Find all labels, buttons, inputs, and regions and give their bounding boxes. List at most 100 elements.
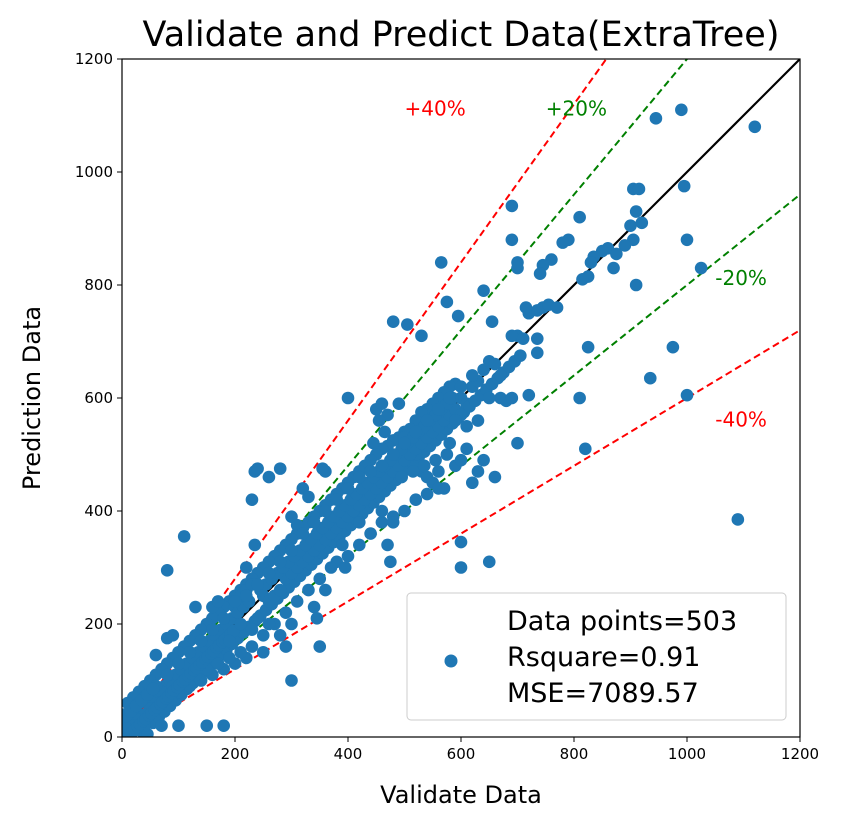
data-point — [454, 561, 468, 574]
x-tick-label: 0 — [117, 745, 127, 763]
data-point — [228, 595, 242, 608]
data-point — [677, 179, 691, 193]
data-point — [341, 482, 355, 495]
x-tick-label: 600 — [447, 745, 476, 763]
data-point — [285, 674, 298, 687]
x-tick-label: 200 — [221, 745, 250, 763]
data-point — [330, 493, 344, 507]
data-point — [485, 315, 499, 329]
data-point — [471, 414, 485, 427]
data-point — [285, 617, 298, 631]
reference-annotation: +40% — [405, 97, 466, 121]
data-point — [522, 388, 536, 402]
data-point — [273, 583, 287, 597]
data-point — [409, 425, 423, 439]
x-tick-label: 400 — [334, 745, 363, 763]
data-point — [584, 256, 598, 269]
data-point — [576, 273, 589, 286]
data-point — [386, 315, 400, 329]
data-point — [643, 371, 657, 385]
data-point — [482, 391, 496, 405]
data-point — [353, 470, 366, 484]
data-point — [160, 668, 174, 682]
data-point — [488, 357, 502, 371]
data-point — [353, 516, 366, 529]
data-point — [511, 436, 524, 450]
data-point — [505, 329, 519, 343]
data-point — [420, 487, 434, 501]
data-point — [341, 549, 355, 563]
legend-line: Data points=503 — [507, 606, 737, 637]
data-point — [223, 634, 236, 648]
data-point — [581, 340, 595, 354]
data-point — [211, 657, 225, 670]
annotations: +40% +20% -20% -40% — [405, 97, 767, 432]
data-point — [454, 453, 468, 467]
data-point — [217, 719, 230, 732]
data-point — [234, 617, 247, 631]
data-point — [530, 346, 544, 360]
data-point — [624, 219, 637, 232]
legend-marker — [444, 654, 458, 668]
data-point — [449, 414, 462, 427]
data-point — [505, 391, 519, 405]
data-point — [666, 340, 680, 354]
data-point — [372, 414, 386, 427]
data-point — [251, 612, 264, 625]
data-point — [279, 640, 293, 653]
data-point — [183, 645, 197, 659]
reference-annotation: +20% — [546, 97, 607, 121]
y-tick-label: 400 — [84, 502, 113, 520]
data-point — [519, 301, 533, 314]
data-point — [417, 459, 431, 473]
data-point — [694, 261, 708, 275]
data-point — [155, 719, 168, 732]
data-point — [409, 493, 423, 507]
data-point — [516, 332, 530, 345]
data-point — [160, 564, 174, 577]
data-point — [511, 261, 524, 275]
data-point — [440, 295, 454, 309]
y-tick-label: 1200 — [75, 50, 113, 68]
data-point — [364, 465, 377, 478]
legend-box — [406, 592, 787, 721]
data-point — [443, 436, 457, 450]
data-point — [200, 719, 214, 732]
data-point — [401, 318, 414, 331]
x-tick-label: 800 — [560, 745, 589, 763]
data-point — [336, 538, 349, 552]
legend-line: Rsquare=0.91 — [507, 642, 700, 673]
data-point — [607, 261, 620, 275]
data-point — [262, 617, 276, 631]
data-point — [610, 247, 623, 261]
data-point — [262, 566, 276, 580]
data-point — [353, 538, 366, 552]
x-tick-label: 1000 — [668, 745, 706, 763]
y-axis-label: Prediction Data — [18, 306, 46, 490]
data-point — [466, 369, 479, 382]
data-point — [319, 583, 332, 597]
data-point — [415, 329, 428, 343]
data-point — [680, 233, 694, 247]
scatter-points — [122, 103, 762, 737]
data-point — [262, 470, 276, 484]
data-point — [240, 561, 253, 574]
data-point — [629, 278, 643, 292]
data-point — [172, 719, 185, 732]
data-point — [251, 578, 264, 591]
data-point — [256, 629, 270, 642]
data-point — [386, 516, 400, 529]
chart-title: Validate and Predict Data(ExtraTree) — [142, 15, 779, 55]
data-point — [324, 561, 338, 574]
reference-line — [122, 59, 608, 737]
data-point — [296, 527, 310, 540]
x-axis-label: Validate Data — [380, 781, 542, 809]
data-point — [302, 490, 315, 504]
data-point — [505, 199, 519, 213]
data-point — [146, 682, 160, 696]
data-point — [338, 561, 352, 574]
data-point — [273, 629, 287, 642]
data-point — [398, 504, 411, 518]
